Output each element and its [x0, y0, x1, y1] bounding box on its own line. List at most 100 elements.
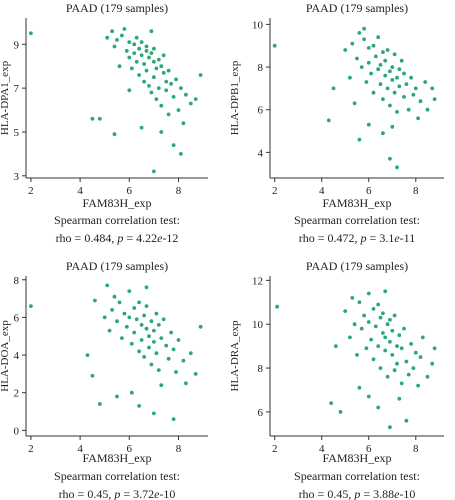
scatter-point: [397, 333, 402, 338]
y-tick-label: 10: [252, 19, 264, 31]
scatter-point: [144, 285, 149, 290]
x-axis-label: FAM83H_exp: [322, 196, 391, 210]
scatter-point: [152, 328, 156, 333]
scatter-point: [193, 97, 198, 101]
scatter-point: [129, 341, 134, 346]
scatter-point: [383, 73, 388, 78]
scatter-point: [430, 361, 435, 366]
scatter-point: [404, 418, 409, 423]
y-tick-label: 6: [14, 312, 20, 324]
scatter-point: [392, 52, 397, 57]
scatter-point: [357, 137, 362, 142]
scatter-point: [357, 31, 362, 35]
scatter-point: [144, 304, 149, 308]
scatter-point: [147, 55, 151, 60]
scatter-point: [166, 112, 171, 117]
scatter-point: [144, 49, 149, 53]
scatter-point: [402, 326, 406, 331]
scatter-point: [390, 78, 395, 82]
x-tick-label: 2: [272, 185, 278, 197]
scatter-point: [378, 366, 383, 370]
stats-p-exponent: -11: [400, 231, 416, 245]
scatter-panel-4: PAAD (179 samples) 2 4 6 8 6 8 10 12 HLA-DRA_exp F…: [229, 259, 444, 500]
scatter-point: [188, 101, 193, 106]
scatter-point: [413, 86, 418, 91]
scatter-point: [359, 326, 364, 331]
y-tick-label: 4: [14, 350, 20, 362]
y-tick-label: 3: [14, 171, 20, 183]
scatter-point: [159, 103, 164, 108]
scatter-point: [117, 300, 122, 305]
scatter-point: [115, 394, 119, 399]
scatter-point: [366, 394, 371, 399]
scatter-point: [371, 307, 376, 311]
scatter-point: [127, 315, 132, 320]
stats-p-value: = 4.22: [123, 231, 157, 245]
scatter-point: [388, 103, 392, 108]
scatter-point: [188, 351, 193, 356]
scatter-point: [350, 296, 355, 300]
x-tick-label: 6: [127, 443, 133, 455]
scatter-point: [388, 339, 392, 344]
scatter-point: [397, 84, 402, 89]
scatter-point: [420, 335, 425, 340]
scatter-point: [430, 86, 435, 91]
x-tick-label: 4: [77, 185, 83, 197]
scatter-point: [395, 110, 399, 114]
scatter-point: [390, 328, 395, 333]
y-tick-label: 8: [258, 62, 264, 74]
scatter-point: [383, 348, 388, 353]
scatter-point: [154, 351, 159, 356]
scatter-point: [388, 425, 392, 430]
scatter-point: [122, 311, 127, 316]
scatter-point: [176, 338, 181, 342]
scatter-point: [174, 370, 178, 374]
test-label: Spearman correlation test:: [54, 469, 180, 483]
chart-title: PAAD (179 samples): [306, 1, 408, 15]
scatter-point: [142, 355, 147, 359]
scatter-point: [90, 116, 95, 121]
scatter-point: [425, 374, 430, 379]
scatter-point: [124, 324, 129, 329]
scatter-point: [124, 49, 129, 53]
test-label: Spearman correlation test:: [54, 213, 180, 227]
scatter-point: [378, 63, 383, 67]
scatter-point: [397, 67, 402, 72]
scatter-point: [390, 353, 395, 357]
y-tick-label: 7: [14, 83, 20, 95]
scatter-point: [169, 330, 174, 335]
scatter-point: [149, 51, 154, 55]
scatter-point: [383, 58, 388, 63]
scatter-point: [184, 92, 188, 97]
scatter-point: [395, 165, 399, 170]
stats-p-value: = 3.72: [120, 487, 154, 500]
scatter-point: [371, 90, 376, 95]
scatter-point: [390, 124, 395, 129]
scatter-point: [29, 31, 33, 36]
scatter-point: [139, 323, 144, 327]
scatter-point: [404, 82, 409, 86]
stats-p-exponent: -10: [399, 487, 415, 500]
scatter-point: [385, 48, 390, 52]
y-axis-label: HLA-DOA_exp: [0, 320, 11, 392]
test-label: Spearman correlation test:: [294, 469, 420, 483]
scatter-point: [390, 65, 395, 69]
scatter-point: [29, 304, 33, 308]
scatter-point: [416, 116, 420, 121]
x-axis-label: FAM83H_exp: [82, 451, 151, 465]
scatter-point: [418, 355, 423, 359]
scatter-point: [132, 306, 137, 310]
scatter-point: [144, 68, 149, 73]
scatter-point: [392, 368, 397, 373]
scatter-point: [127, 55, 132, 60]
scatter-point: [161, 317, 166, 322]
scatter-point: [137, 73, 142, 77]
scatter-point: [198, 324, 203, 329]
scatter-point: [102, 315, 107, 320]
x-tick-label: 8: [176, 185, 182, 197]
stats-rho: rho = 0.45,: [59, 487, 115, 500]
scatter-point: [333, 344, 338, 348]
scatter-point: [147, 345, 151, 350]
scatter-point: [352, 322, 357, 327]
scatter-point: [181, 358, 186, 363]
